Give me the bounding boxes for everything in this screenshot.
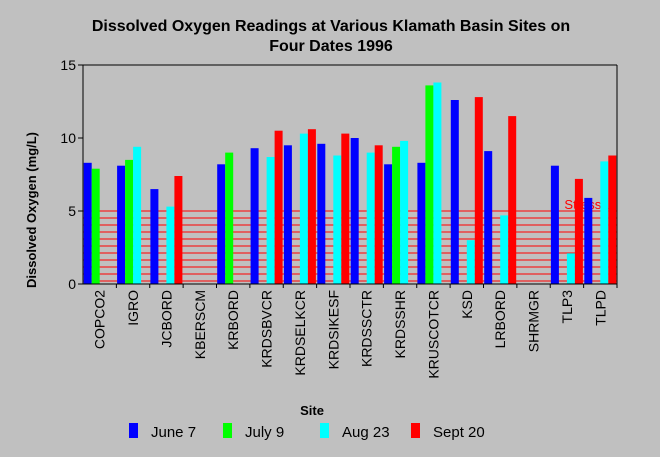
x-tick-label: KRDSIKESF xyxy=(325,290,341,369)
bar xyxy=(91,168,100,284)
bar xyxy=(150,189,159,284)
x-tick-label: KRBORD xyxy=(225,290,241,350)
bar xyxy=(250,148,259,284)
bar xyxy=(83,162,92,284)
bar xyxy=(133,146,142,284)
x-tick-label: KRDSSHR xyxy=(392,290,408,358)
bar xyxy=(217,164,226,284)
bar xyxy=(566,253,575,284)
legend-label: Aug 23 xyxy=(342,424,390,441)
x-tick-label: KSD xyxy=(459,290,475,319)
x-tick-label: COPCO2 xyxy=(92,290,108,349)
chart-title-line-1: Dissolved Oxygen Readings at Various Kla… xyxy=(92,18,570,35)
y-tick-label: 0 xyxy=(68,276,76,292)
x-tick-label: KBERSCM xyxy=(192,290,208,359)
bar xyxy=(117,165,126,284)
bar xyxy=(225,152,234,284)
legend-swatch xyxy=(320,423,329,438)
bar xyxy=(333,155,342,284)
bar xyxy=(425,85,434,285)
bar xyxy=(374,145,383,284)
x-tick-label: SHRMGR xyxy=(526,290,542,352)
x-tick-label: TLP3 xyxy=(559,290,575,324)
legend: June 7 July 9 Aug 23 Sept 20 xyxy=(129,423,485,441)
x-tick-label: KRDSELKCR xyxy=(292,290,308,376)
bar xyxy=(274,130,283,284)
bar xyxy=(500,215,509,284)
bar xyxy=(341,133,350,284)
x-tick-label: JCBORD xyxy=(158,290,174,348)
bar xyxy=(384,164,393,284)
legend-label: Sept 20 xyxy=(433,424,485,441)
x-tick-label: IGRO xyxy=(125,290,141,326)
bar xyxy=(466,240,475,284)
plot-background xyxy=(83,65,617,284)
legend-label: July 9 xyxy=(245,424,284,441)
legend-swatch xyxy=(129,423,138,438)
bar xyxy=(266,157,275,284)
bar xyxy=(550,165,559,284)
bar xyxy=(166,206,175,284)
bar xyxy=(174,176,183,284)
y-tick-label: 15 xyxy=(60,57,76,73)
bar xyxy=(283,145,292,284)
bar xyxy=(608,155,617,284)
legend-swatch xyxy=(223,423,232,438)
bar xyxy=(450,100,459,284)
chart-title-line-2: Four Dates 1996 xyxy=(269,38,393,55)
bar xyxy=(433,82,442,284)
x-tick-label: KRDSBVCR xyxy=(259,290,275,368)
bar xyxy=(366,152,375,284)
x-tick-label: KRDSSCTR xyxy=(359,290,375,367)
bar xyxy=(508,116,517,284)
bar xyxy=(392,146,401,284)
x-tick-label: KRUSCOTCR xyxy=(425,290,441,379)
bar xyxy=(317,143,326,284)
bar xyxy=(350,138,359,284)
bar xyxy=(474,97,483,284)
legend-swatch xyxy=(411,423,420,438)
bar xyxy=(400,140,409,284)
x-tick-label: TLPD xyxy=(592,290,608,326)
bar xyxy=(417,162,426,284)
y-tick-label: 10 xyxy=(60,130,76,146)
bar xyxy=(574,178,583,284)
legend-label: June 7 xyxy=(151,424,196,441)
x-axis-label: Site xyxy=(300,403,324,418)
y-tick-label: 5 xyxy=(68,203,76,219)
bar xyxy=(600,161,609,284)
bar xyxy=(584,197,593,284)
y-axis-label: Dissolved Oxygen (mg/L) xyxy=(24,132,39,288)
bar xyxy=(299,133,308,284)
bar xyxy=(307,129,316,284)
bar xyxy=(484,151,493,284)
x-tick-label: LRBORD xyxy=(492,290,508,348)
bar xyxy=(125,159,134,284)
